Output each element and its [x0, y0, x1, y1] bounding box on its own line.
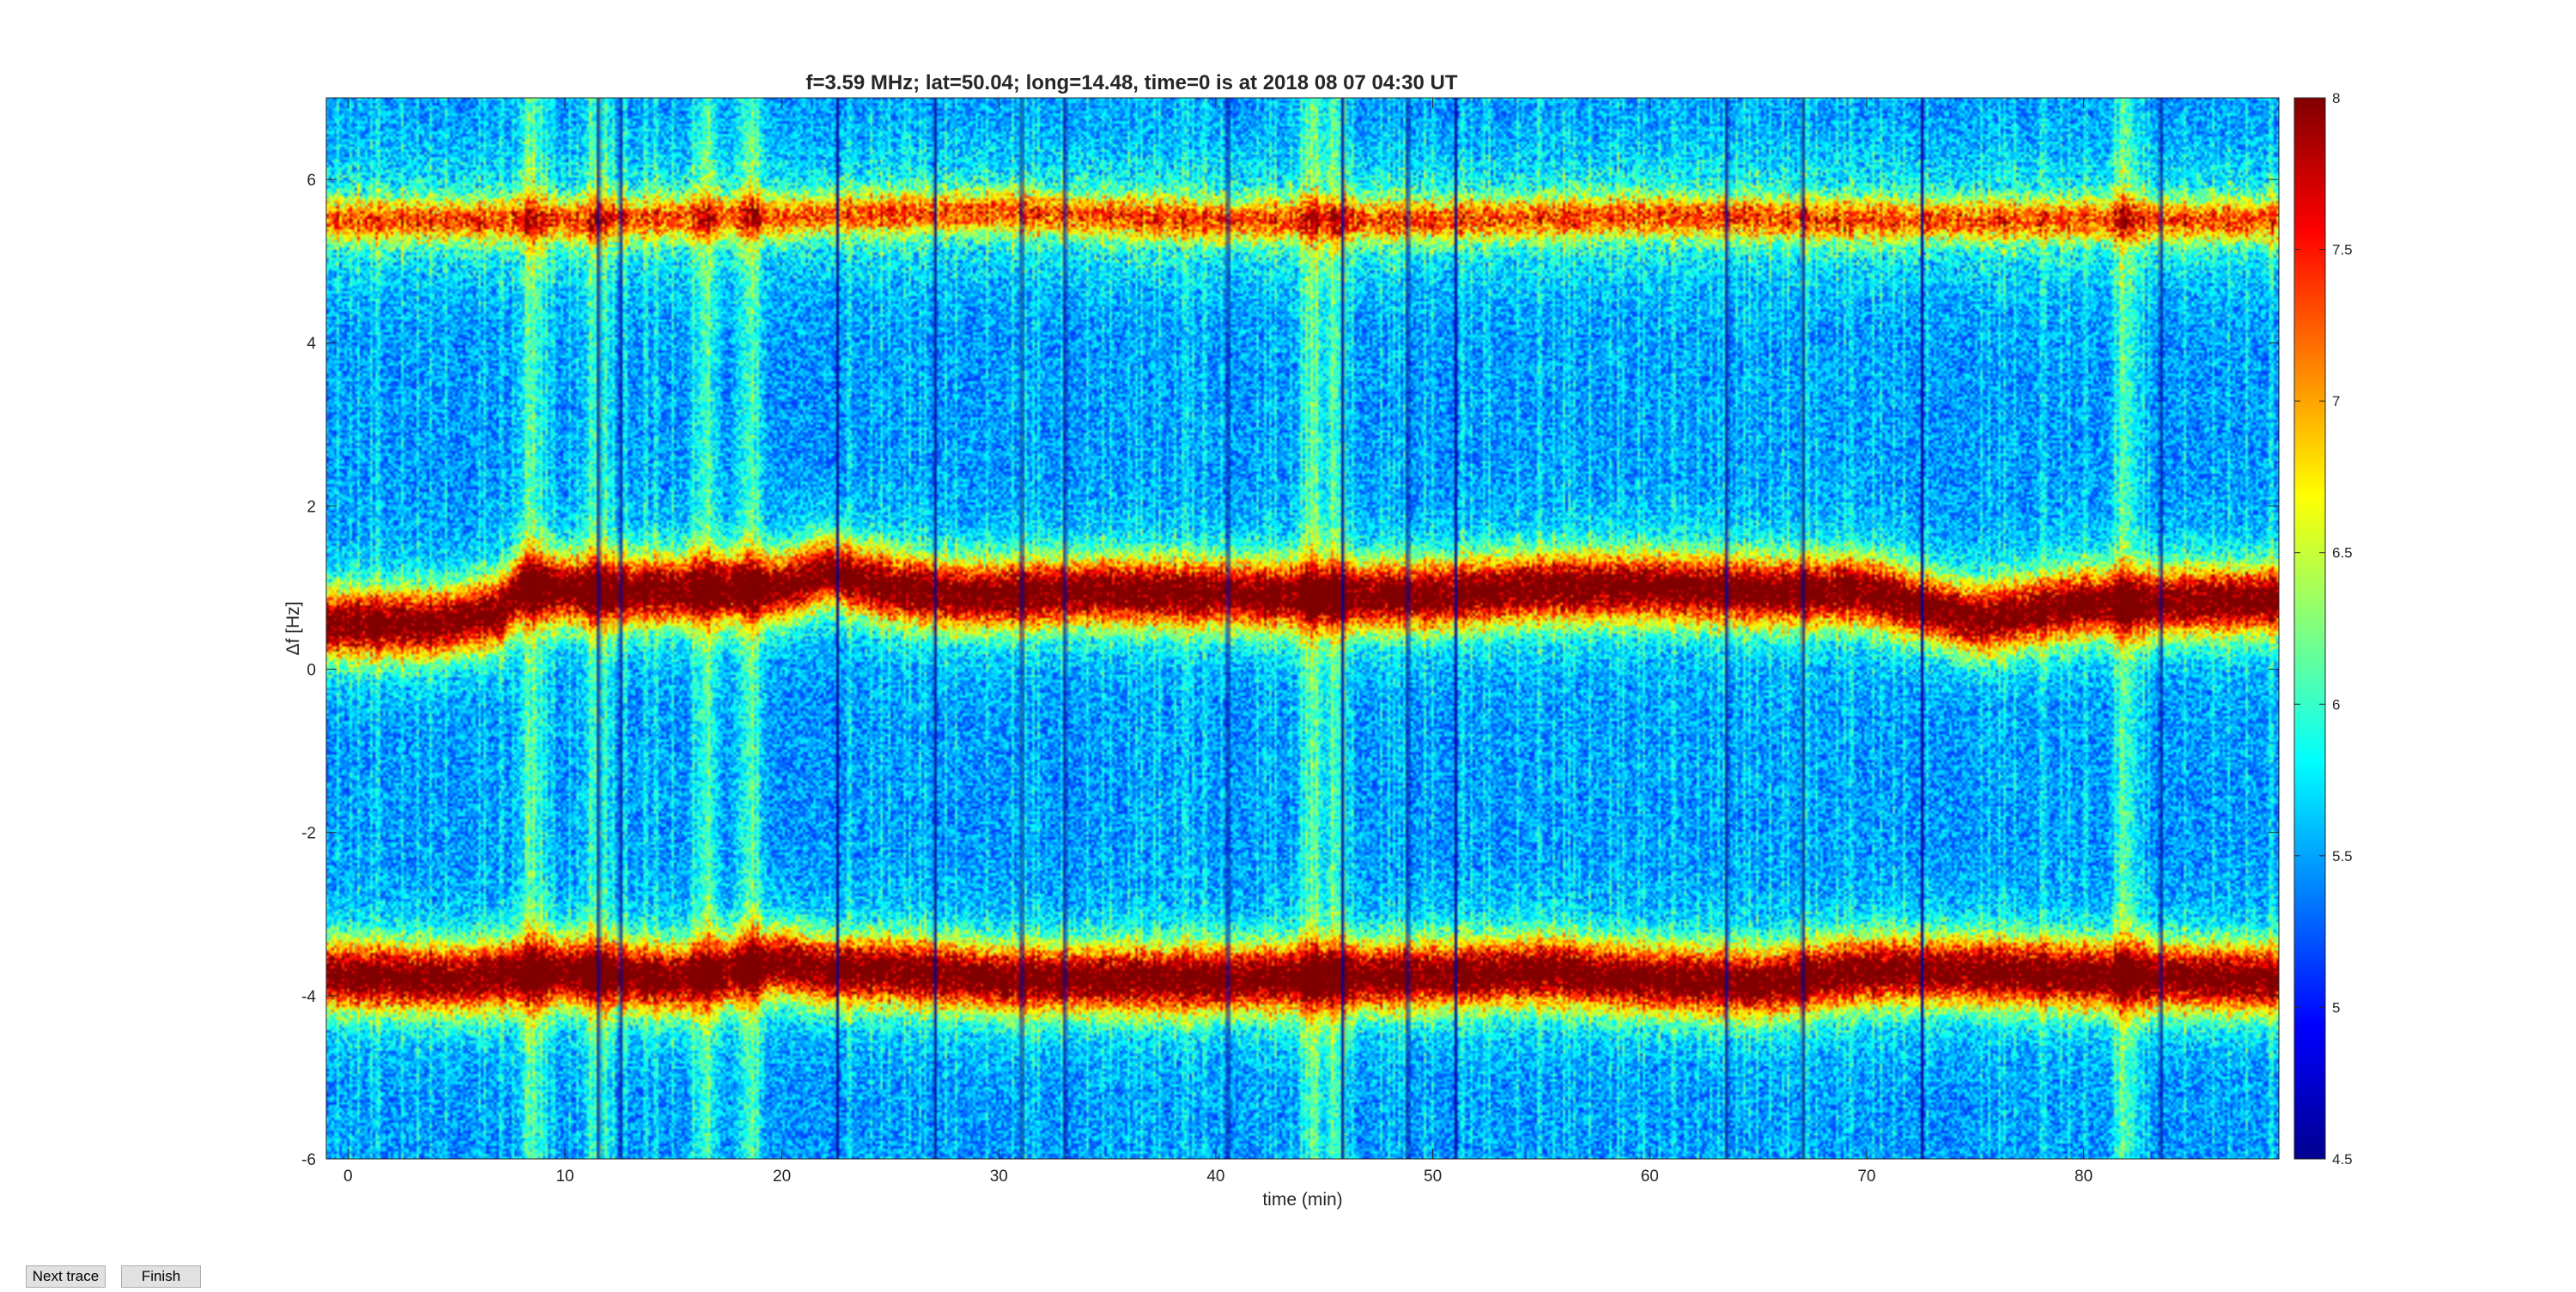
- plot-area: [325, 97, 2280, 1160]
- colorbar-tick-label: 6.5: [2332, 545, 2353, 561]
- x-tick-label: 60: [1641, 1168, 1659, 1186]
- finish-button[interactable]: Finish: [121, 1265, 201, 1288]
- spectrogram-heatmap: [326, 98, 2279, 1159]
- next-trace-button[interactable]: Next trace: [26, 1265, 106, 1288]
- colorbar-tick-label: 7.5: [2332, 242, 2353, 258]
- y-tick-label: -6: [301, 1151, 316, 1169]
- x-tick-label: 30: [990, 1168, 1008, 1186]
- colorbar-tick-label: 6: [2332, 696, 2340, 713]
- x-tick-label: 80: [2075, 1168, 2093, 1186]
- x-axis: 0 10 20 30 40 50 60 70 80: [343, 98, 2093, 1186]
- y-tick-label: 6: [307, 172, 316, 190]
- colorbar-gradient: [2293, 97, 2326, 1160]
- colorbar: 4.5 5 5.5 6 6.5 7 7.5 8: [2293, 90, 2353, 1168]
- colorbar-tick-label: 4.5: [2332, 1151, 2353, 1168]
- x-tick-label: 20: [773, 1168, 791, 1186]
- y-tick-label: 2: [307, 498, 316, 516]
- x-tick-label: 10: [556, 1168, 574, 1186]
- plot-title: f=3.59 MHz; lat=50.04; long=14.48, time=…: [805, 71, 1457, 94]
- plot-frame: [325, 97, 2280, 1160]
- y-tick-label: -2: [301, 825, 316, 843]
- spectrogram-figure: f=3.59 MHz; lat=50.04; long=14.48, time=…: [283, 71, 2353, 1210]
- x-tick-label: 70: [1857, 1168, 1875, 1186]
- colorbar-tick-label: 5: [2332, 999, 2340, 1016]
- x-tick-label: 50: [1424, 1168, 1442, 1186]
- colorbar-tick-label: 5.5: [2332, 848, 2353, 864]
- y-tick-label: -4: [301, 988, 316, 1006]
- y-tick-label: 4: [307, 335, 316, 353]
- x-axis-label: time (min): [1262, 1190, 1342, 1210]
- y-tick-label: 0: [307, 662, 316, 680]
- y-axis-label: Δf [Hz]: [283, 601, 303, 655]
- colorbar-ticks: 4.5 5 5.5 6 6.5 7 7.5 8: [2294, 90, 2353, 1168]
- colorbar-tick-label: 7: [2332, 393, 2340, 409]
- y-axis: -6 -4 -2 0 2 4 6: [301, 172, 2279, 1169]
- x-tick-label: 40: [1206, 1168, 1224, 1186]
- colorbar-tick-label: 8: [2332, 90, 2340, 106]
- x-tick-label: 0: [343, 1168, 353, 1186]
